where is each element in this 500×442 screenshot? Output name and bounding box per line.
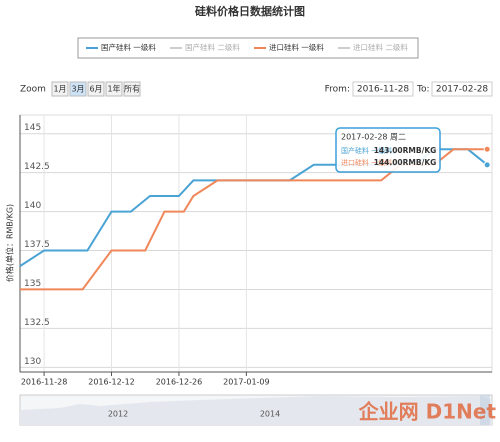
zoom-button-label[interactable]: 3月 bbox=[71, 85, 84, 94]
zoom-button-label[interactable]: 所有 bbox=[124, 84, 140, 94]
y-tick-label: 132.5 bbox=[24, 318, 50, 328]
zoom-button[interactable] bbox=[87, 81, 105, 97]
legend-label[interactable]: 进口硅料 一级料 bbox=[269, 42, 324, 52]
navigator-label: 2014 bbox=[260, 410, 280, 419]
x-tick-label: 2016-12-26 bbox=[156, 378, 203, 387]
y-tick-label: 135 bbox=[24, 279, 41, 289]
tooltip-value: 144.00RMB/KG bbox=[374, 158, 437, 167]
zoom-button[interactable] bbox=[105, 81, 123, 97]
x-tick-label: 2017-01-09 bbox=[223, 378, 270, 387]
legend-label[interactable]: 进口硅料 二级料 bbox=[353, 42, 408, 52]
tooltip-value: 143.00RMB/KG bbox=[374, 146, 437, 155]
zoom-button[interactable] bbox=[123, 81, 141, 97]
navigator-mask[interactable] bbox=[480, 395, 490, 425]
y-axis-label: 价格(单位：RMB/KG) bbox=[5, 204, 15, 282]
watermark: 企业网 D1Net bbox=[358, 400, 497, 424]
tooltip-name: 国产硅料 一级料： bbox=[341, 146, 399, 155]
tooltip-date: 2017-02-28 周二 bbox=[341, 133, 406, 142]
to-value[interactable]: 2017-02-28 bbox=[436, 85, 489, 95]
y-tick-label: 145 bbox=[24, 123, 41, 133]
y-tick-label: 140 bbox=[24, 201, 41, 211]
zoom-button-label[interactable]: 6月 bbox=[89, 85, 102, 94]
chart-title: 硅料价格日数据统计图 bbox=[195, 4, 305, 18]
hover-point bbox=[483, 161, 491, 169]
zoom-button[interactable] bbox=[69, 81, 87, 97]
legend-box bbox=[77, 37, 419, 59]
y-tick-label: 130 bbox=[24, 357, 41, 367]
x-tick-label: 2016-12-12 bbox=[88, 378, 135, 387]
legend-label[interactable]: 国产硅料 一级料 bbox=[101, 42, 156, 52]
y-tick-label: 137.5 bbox=[24, 240, 50, 250]
y-tick-label: 142.5 bbox=[24, 162, 50, 172]
from-value[interactable]: 2016-11-28 bbox=[357, 85, 410, 95]
legend-label[interactable]: 国产硅料 二级料 bbox=[185, 42, 240, 52]
from-input[interactable] bbox=[352, 81, 414, 97]
navigator-label: 2012 bbox=[108, 410, 128, 419]
to-input[interactable] bbox=[431, 81, 493, 97]
hover-point bbox=[483, 145, 491, 153]
tooltip-box bbox=[335, 127, 441, 173]
tooltip-name: 进口硅料 一级料： bbox=[341, 158, 399, 167]
zoom-button-label[interactable]: 1月 bbox=[53, 85, 66, 94]
zoom-label: Zoom bbox=[20, 85, 46, 95]
navigator-series bbox=[20, 396, 492, 425]
to-label: To: bbox=[416, 85, 430, 95]
from-label: From: bbox=[325, 85, 350, 95]
zoom-button[interactable] bbox=[51, 81, 69, 97]
x-tick-label: 2016-11-28 bbox=[21, 378, 68, 387]
zoom-button-label[interactable]: 1年 bbox=[107, 84, 120, 94]
